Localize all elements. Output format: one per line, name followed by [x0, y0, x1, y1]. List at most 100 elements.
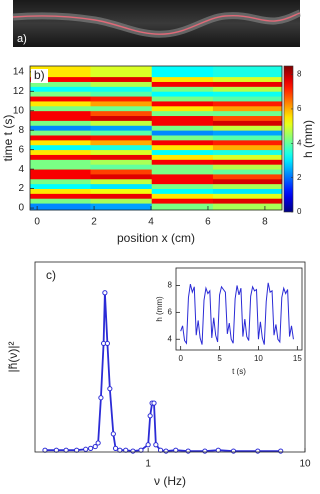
y-tick-label: 12: [13, 86, 25, 97]
heat-cell: [90, 110, 153, 117]
heat-cell: [90, 120, 153, 126]
data-point: [95, 440, 101, 446]
panel-label: b): [34, 68, 45, 82]
heat-cell: [30, 174, 91, 180]
heat-cell: [212, 120, 283, 126]
heat-cell: [30, 66, 91, 78]
panel-label: a): [17, 33, 27, 45]
heat-cell: [151, 66, 214, 78]
colorbar: [283, 65, 294, 213]
heat-cell: [212, 193, 283, 199]
heat-cell: [212, 164, 283, 170]
heat-cell: [30, 139, 91, 146]
heat-cell: [151, 86, 214, 92]
heat-cell: [90, 135, 153, 141]
data-point: [147, 413, 153, 419]
heat-cell: [30, 105, 91, 112]
heat-cell: [90, 159, 153, 165]
chart-1: 1 10 ν (Hz) |h̃(ν)|² c): [6, 261, 311, 488]
colorbar-tick-label: 2: [297, 173, 302, 182]
heat-cell: [212, 135, 283, 141]
heat-cell: [90, 174, 153, 180]
heat-cell: [212, 178, 283, 185]
heat-cell: [212, 169, 283, 175]
heat-cell: [30, 154, 91, 160]
heat-cell: [151, 169, 214, 175]
heat-cell: [151, 203, 214, 211]
heat-cell: [151, 120, 214, 126]
data-point: [130, 448, 136, 454]
heat-cell: [30, 91, 91, 97]
data-point: [112, 445, 119, 451]
heat-cell: [90, 130, 153, 136]
photo-panel: a): [12, 0, 302, 47]
heat-cell: [212, 96, 283, 102]
y-axis-label: |h̃(ν)|²: [6, 342, 20, 373]
data-point: [230, 448, 237, 454]
y-tick-label: 4: [18, 164, 24, 175]
photo: [13, 0, 300, 47]
data-point: [153, 442, 159, 448]
x-tick-label: 15: [293, 354, 302, 363]
heat-cell: [90, 125, 153, 131]
data-point: [92, 443, 98, 450]
colorbar-tick-label: 8: [297, 70, 302, 79]
wave-line: [12, 12, 301, 35]
heat-cell: [151, 76, 214, 82]
x-tick-label: 8: [262, 217, 268, 228]
data-point: [163, 448, 169, 454]
x-tick-label: 10: [299, 459, 311, 470]
heat-cell: [30, 120, 91, 126]
x-axis-label: ν (Hz): [154, 474, 186, 488]
heat-cell: [30, 86, 91, 92]
data-point: [151, 400, 157, 406]
y-tick-label: 8: [18, 125, 24, 136]
heat-cell: [151, 164, 214, 170]
panel-label-box: [31, 69, 48, 83]
heat-cell: [151, 198, 214, 204]
heat-cell: [30, 178, 91, 185]
heat-cell: [90, 81, 153, 87]
y-tick-label: 8: [168, 281, 173, 290]
colorbar-tick-label: 4: [297, 138, 302, 147]
heat-cell: [151, 91, 214, 97]
x-tick-label: 6: [205, 217, 211, 228]
chart-2: 0 5 10 15 4 6 8 t (s) h (mm): [155, 267, 303, 376]
heat-cell: [30, 125, 91, 131]
heat-cell: [151, 96, 214, 102]
heat-cell: [151, 183, 214, 189]
heat-cell: [90, 86, 153, 92]
colorbar-label: h (mm): [301, 120, 315, 158]
heat-cell: [151, 188, 214, 194]
heat-cell: [151, 135, 214, 141]
heat-cell: [212, 86, 283, 92]
x-tick-label: 4: [148, 217, 154, 228]
heat-cell: [212, 198, 283, 204]
heat-cell: [90, 105, 153, 112]
data-point: [145, 442, 151, 448]
y-tick-label: 0: [18, 203, 24, 214]
heat-cell: [90, 139, 153, 146]
heat-cell: [212, 91, 283, 97]
heat-cell: [212, 130, 283, 136]
heat-cell: [30, 81, 91, 87]
heat-cell: [30, 144, 91, 151]
data-point: [255, 448, 261, 454]
heat-cell: [212, 81, 283, 87]
heat-cell: [212, 101, 283, 107]
heat-cell: [212, 159, 283, 165]
colorbar-tick-label: 0: [297, 207, 302, 216]
x-axis-label: position x (cm): [117, 231, 195, 245]
heat-cell: [90, 149, 153, 155]
heat-cell: [151, 130, 214, 136]
heat-cell: [30, 130, 91, 136]
x-tick-label: 10: [254, 354, 263, 363]
heat-cell: [151, 149, 214, 155]
heat-cell: [30, 193, 91, 199]
heat-cell: [30, 164, 91, 170]
heat-cell: [90, 198, 153, 204]
heat-cell: [151, 159, 214, 165]
colorbar-tick-label: 6: [297, 104, 302, 113]
heat-cell: [212, 105, 283, 112]
plot-frame: [175, 267, 303, 351]
